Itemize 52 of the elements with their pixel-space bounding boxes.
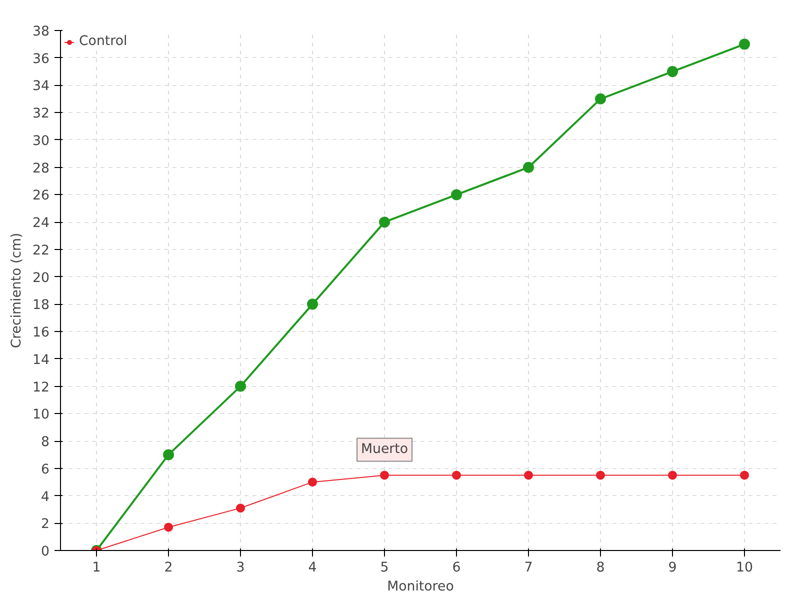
- y-tick-label: 38: [32, 24, 50, 40]
- point: [668, 470, 677, 480]
- point: [739, 38, 750, 50]
- point: [380, 470, 389, 480]
- legend-label: Control: [79, 34, 128, 49]
- y-tick-label: 8: [41, 435, 50, 450]
- y-tick-label: 28: [32, 161, 50, 176]
- point: [740, 470, 749, 480]
- x-tick-label: 4: [308, 560, 317, 576]
- x-axis-title: Monitoreo: [387, 580, 454, 594]
- point: [667, 66, 678, 78]
- point: [379, 216, 390, 228]
- x-tick-label: 6: [452, 560, 461, 576]
- point: [595, 93, 606, 104]
- y-tick-label: 2: [41, 517, 50, 532]
- y-tick-label: 0: [41, 544, 50, 560]
- y-tick-label: 12: [32, 380, 50, 396]
- point: [523, 162, 534, 173]
- x-tick-label: 2: [164, 560, 173, 576]
- y-tick-label: 26: [32, 188, 50, 204]
- y-tick-label: 36: [32, 52, 50, 67]
- point: [307, 298, 318, 310]
- y-tick-label: 30: [32, 134, 50, 149]
- x-tick-label: 9: [668, 560, 677, 576]
- x-tick-label: 7: [524, 560, 533, 576]
- y-tick-label: 22: [32, 243, 50, 258]
- y-tick-label: 4: [41, 490, 50, 505]
- x-tick-label: 5: [380, 560, 389, 576]
- y-tick-label: 24: [32, 216, 50, 232]
- x-tick-label: 1: [92, 560, 101, 576]
- point: [236, 504, 245, 513]
- y-tick-label: 20: [32, 270, 50, 286]
- point: [596, 470, 605, 480]
- x-tick-label: 3: [236, 560, 245, 576]
- point: [451, 189, 462, 200]
- y-tick-label: 14: [32, 352, 50, 368]
- y-tick-label: 10: [32, 408, 50, 423]
- point: [452, 470, 461, 480]
- y-tick-label: 18: [32, 298, 50, 314]
- point: [163, 449, 174, 460]
- y-tick-label: 34: [32, 79, 50, 94]
- y-tick-label: 6: [41, 462, 50, 478]
- y-axis-title: Crecimiento (cm): [10, 232, 25, 348]
- point: [164, 522, 173, 532]
- annotation: Muerto: [360, 442, 408, 458]
- point: [308, 478, 317, 487]
- y-tick-label: 32: [32, 106, 50, 122]
- x-tick-label: 10: [736, 560, 753, 576]
- x-tick-label: 8: [596, 560, 605, 576]
- y-tick-label: 16: [32, 326, 50, 341]
- point: [524, 470, 533, 480]
- point: [235, 380, 246, 392]
